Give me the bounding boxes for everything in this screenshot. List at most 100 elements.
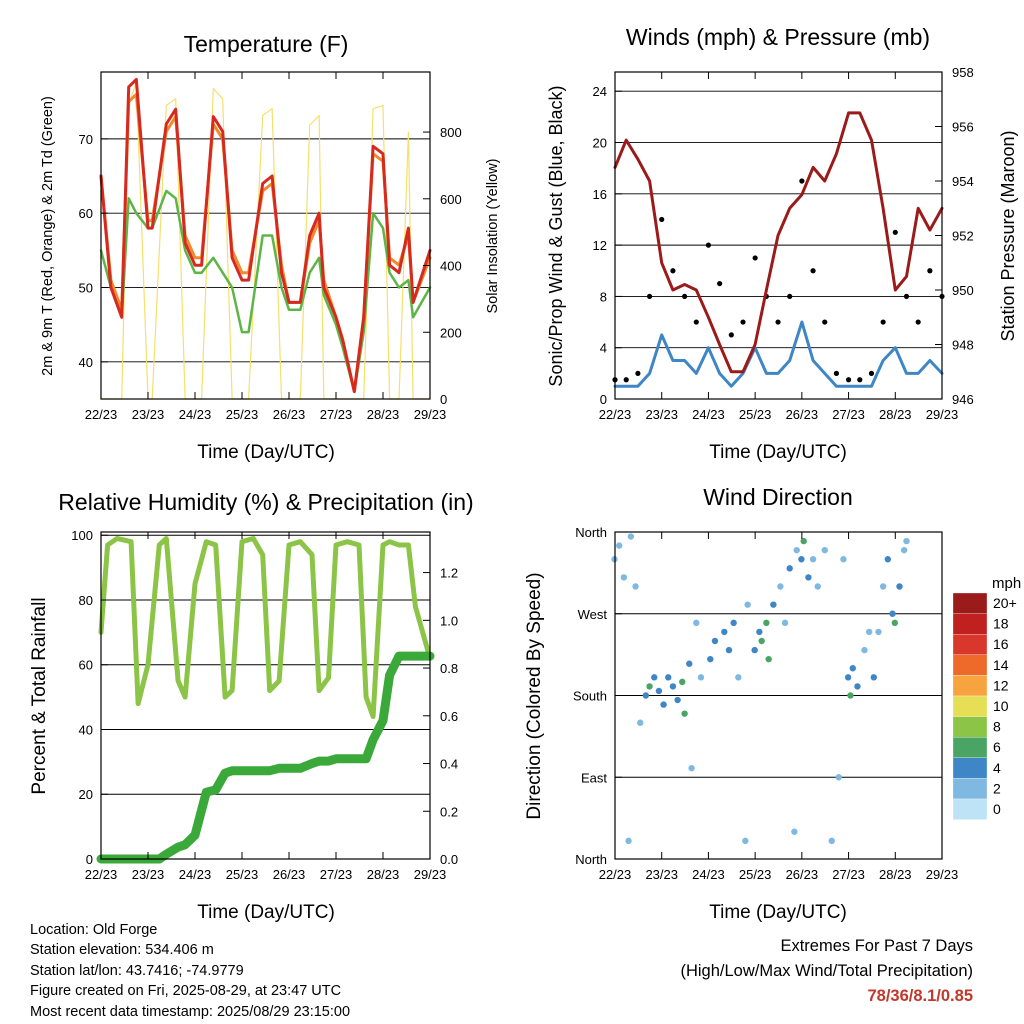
x-tick-label: 23/23 [645, 867, 678, 882]
temperature-series [99, 77, 432, 400]
y2-tick-label: 0.2 [440, 804, 458, 819]
legend-swatch [952, 675, 988, 697]
gust-point [717, 280, 723, 287]
wind-direction-point [800, 537, 807, 545]
legend-label: 8 [993, 719, 1001, 735]
winds-gridlines [615, 90, 942, 400]
legend-swatch [952, 592, 988, 614]
gust-point [868, 370, 875, 376]
legend-swatch [952, 695, 988, 717]
y2-tick-label: 950 [952, 283, 974, 298]
wind-direction-point [697, 674, 705, 681]
station-latlon: Station lat/lon: 43.7416; -74.9779 [30, 962, 244, 979]
gust-point [915, 319, 921, 325]
wind-direction-point [900, 546, 908, 554]
legend-swatch [952, 654, 988, 676]
gust-point [880, 319, 886, 325]
x-tick-label: 29/23 [414, 867, 447, 882]
legend-swatch [952, 716, 988, 738]
legend-swatch [952, 757, 988, 779]
y-tick-label: 0 [600, 392, 607, 407]
winds-xlabel: Time (Day/UTC) [709, 442, 847, 463]
wind-direction-point [835, 774, 842, 781]
wind-direction-point [632, 583, 639, 590]
wind-direction-point [821, 546, 828, 554]
wind-direction-series [611, 533, 910, 845]
legend-label: 12 [993, 677, 1009, 693]
wind-direction-point [798, 556, 805, 563]
wind-direction-point [849, 665, 856, 672]
winds-panel: Winds (mph) & Pressure (mb) 0 4 8 12 16 20 24 9… [546, 24, 1018, 463]
gust-point [646, 293, 653, 300]
y2-tick-label: 0.0 [440, 852, 458, 867]
legend-label: 20+ [993, 595, 1017, 611]
y-tick-label: 100 [71, 528, 93, 543]
wind-direction-point [870, 674, 877, 681]
gust-point [810, 268, 816, 274]
direction-tick-label: West [578, 607, 608, 622]
temperature-9m-line [99, 92, 432, 394]
wind-direction-point [742, 837, 749, 845]
wind-direction-point [616, 542, 623, 549]
y2-tick-label: 0.4 [440, 757, 458, 772]
y-tick-label: 20 [79, 787, 93, 802]
legend-label: 0 [993, 801, 1001, 817]
gust-point [728, 332, 734, 338]
x-tick-label: 26/23 [273, 867, 306, 882]
y-tick-label: 70 [79, 132, 93, 147]
wind-direction-xlabel: Time (Day/UTC) [709, 902, 847, 923]
x-tick-label: 28/23 [879, 867, 912, 882]
wind-direction-point [646, 683, 653, 690]
x-tick-label: 24/23 [692, 867, 725, 882]
humidity-title: Relative Humidity (%) & Precipitation (i… [58, 489, 473, 515]
winds-ylabel-right: Station Pressure (Maroon) [998, 130, 1018, 341]
wind-direction-point [744, 601, 751, 608]
legend-label: 16 [993, 636, 1009, 652]
x-tick-label: 26/23 [786, 407, 819, 422]
legend-label: 18 [993, 616, 1009, 632]
wind-direction-point [637, 719, 644, 726]
gust-point [740, 319, 746, 325]
x-tick-label: 22/23 [85, 867, 118, 882]
wind-direction-point [903, 537, 910, 545]
station-elevation: Station elevation: 534.406 m [30, 942, 214, 959]
humidity-ylabel-left: Percent & Total Rainfall [29, 597, 50, 794]
x-tick-label: 22/23 [85, 407, 118, 422]
y-tick-label: 0 [86, 852, 93, 867]
gust-point [845, 377, 852, 383]
wind-direction-point [674, 696, 681, 704]
x-tick-label: 25/23 [226, 867, 259, 882]
y2-tick-label: 956 [952, 120, 974, 135]
wind-direction-point [735, 674, 742, 681]
wind-direction-point [847, 692, 854, 699]
wind-direction-point [725, 646, 733, 654]
x-tick-label: 22/23 [599, 867, 632, 882]
x-tick-label: 22/23 [599, 407, 632, 422]
y2-tick-label: 800 [440, 125, 462, 140]
wind-direction-point [861, 646, 868, 654]
wind-direction-point [805, 574, 812, 581]
wind-direction-point [758, 637, 765, 645]
winds-title: Winds (mph) & Pressure (mb) [626, 24, 930, 50]
wind-direction-point [884, 556, 892, 563]
direction-tick-label: East [581, 770, 607, 785]
gust-point [635, 370, 641, 376]
figure-created: Figure created on Fri, 2025-08-29, at 23… [30, 983, 342, 1000]
x-tick-label: 23/23 [132, 407, 165, 422]
x-tick-label: 23/23 [645, 407, 678, 422]
y2-tick-label: 954 [952, 174, 974, 189]
wind-direction-point [688, 764, 695, 772]
temperature-ylabel-left: 2m & 9m T (Red, Orange) & 2m Td (Green) [40, 96, 56, 376]
legend-swatch [952, 798, 988, 820]
wind-direction-point [865, 628, 873, 636]
extremes-heading: Extremes For Past 7 Days [780, 937, 973, 955]
temperature-ticks: 40 50 60 70 0 200 400 600 800 22/23 23/23 24/23 25/2… [79, 72, 462, 422]
x-tick-label: 29/23 [926, 867, 959, 882]
x-tick-label: 26/23 [786, 867, 819, 882]
x-tick-label: 27/23 [320, 407, 353, 422]
temperature-gridlines [101, 138, 430, 363]
gust-point [693, 319, 699, 325]
winds-ticks: 0 4 8 12 16 20 24 946 948 950 952 954 956 958 22/23 23/… [593, 65, 974, 422]
recent-timestamp: Most recent data timestamp: 2025/08/29 2… [30, 1003, 351, 1020]
x-tick-label: 27/23 [320, 867, 353, 882]
